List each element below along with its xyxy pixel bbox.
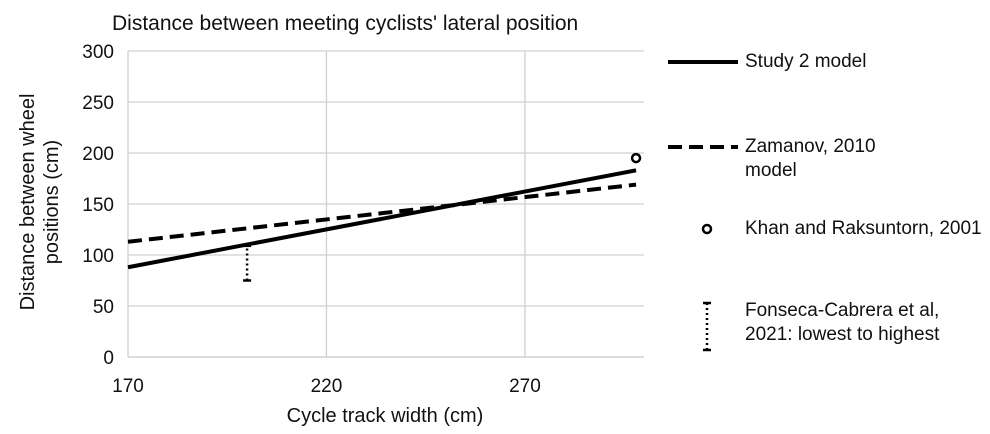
y-tick-label: 100	[82, 246, 114, 267]
data-point	[630, 152, 642, 164]
y-axis-title: Distance between wheel positions (cm)	[17, 93, 63, 311]
legend-label: Khan and Raksuntorn, 2001	[745, 218, 982, 239]
legend-swatch	[701, 223, 713, 235]
y-tick-label: 0	[103, 348, 114, 369]
y-tick-label: 150	[82, 195, 114, 216]
y-tick-label: 300	[82, 42, 114, 63]
legend-label: Fonseca-Cabrera et al, 2021: lowest to h…	[745, 300, 940, 345]
x-tick-label: 170	[112, 376, 144, 397]
series-line	[127, 182, 637, 244]
x-tick-label: 270	[509, 376, 541, 397]
legend-label: Zamanov, 2010 model	[745, 136, 876, 181]
chart-title: Distance between meeting cyclists' later…	[112, 12, 578, 35]
y-tick-label: 250	[82, 93, 114, 114]
x-tick-label: 220	[311, 376, 343, 397]
y-tick-label: 50	[93, 297, 114, 318]
x-axis-title: Cycle track width (cm)	[287, 405, 484, 427]
series-line	[127, 168, 637, 270]
y-tick-label: 200	[82, 144, 114, 165]
legend-label: Study 2 model	[745, 51, 867, 72]
